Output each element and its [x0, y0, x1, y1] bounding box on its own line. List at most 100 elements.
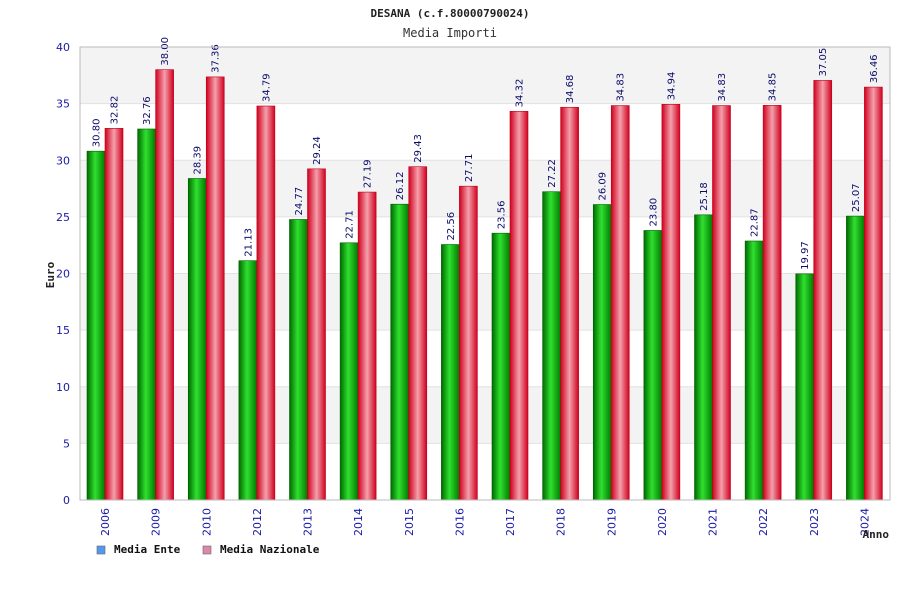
data-label: 24.77 — [294, 187, 305, 216]
bar-media-nazionale-2010 — [205, 76, 225, 501]
bar-media-ente-2010 — [187, 178, 207, 501]
bar-media-ente-2014 — [339, 242, 359, 501]
bar-media-ente-2016 — [441, 244, 460, 501]
y-tick-label: 20 — [56, 268, 70, 281]
x-tick-label: 2022 — [757, 508, 770, 536]
data-label: 25.07 — [851, 183, 862, 212]
bar-media-ente-2012 — [238, 260, 258, 501]
bar-media-ente-2022 — [744, 240, 764, 501]
data-label: 26.09 — [598, 172, 609, 201]
data-label: 23.80 — [648, 198, 659, 227]
data-label: 34.83 — [717, 73, 728, 102]
bar-media-nazionale-2020 — [661, 104, 681, 501]
y-axis-ticks: 0 5 10 15 20 25 30 35 40 — [56, 41, 70, 507]
data-label: 22.56 — [446, 212, 457, 241]
legend-label: Media Nazionale — [220, 543, 320, 556]
bar-media-ente-2021 — [694, 214, 713, 501]
x-axis-label: Anno — [863, 528, 890, 541]
bar-media-ente-2018 — [542, 191, 561, 501]
bar-media-ente-2009 — [137, 128, 156, 501]
data-label: 32.76 — [142, 96, 153, 125]
y-tick-label: 0 — [63, 494, 70, 507]
bar-media-nazionale-2009 — [155, 69, 174, 501]
y-tick-label: 25 — [56, 211, 70, 224]
x-tick-label: 2019 — [605, 508, 618, 536]
data-label: 27.71 — [464, 154, 475, 183]
data-label: 23.56 — [497, 201, 508, 230]
y-tick-label: 5 — [63, 437, 70, 450]
chart-title: DESANA (c.f.80000790024) — [371, 7, 530, 20]
x-tick-label: 2016 — [453, 508, 466, 536]
data-label: 38.00 — [160, 37, 171, 66]
bar-media-nazionale-2022 — [762, 105, 782, 501]
bar-media-ente-2019 — [592, 204, 612, 501]
bar-media-nazionale-2019 — [610, 105, 630, 501]
x-tick-label: 2014 — [352, 508, 365, 536]
y-tick-label: 40 — [56, 41, 70, 54]
bar-media-nazionale-2017 — [509, 111, 529, 501]
bar-media-ente-2024 — [846, 215, 865, 501]
bar-media-nazionale-2013 — [307, 168, 326, 501]
data-label: 26.12 — [395, 172, 406, 201]
bars — [86, 69, 883, 501]
bar-media-ente-2017 — [491, 232, 511, 501]
data-label: 30.80 — [92, 119, 103, 148]
bar-media-nazionale-2012 — [256, 105, 276, 501]
data-label: 19.97 — [800, 241, 811, 270]
x-tick-label: 2006 — [99, 508, 112, 536]
data-label: 34.85 — [768, 73, 779, 102]
data-label: 29.24 — [312, 136, 323, 165]
data-label: 22.87 — [750, 208, 761, 237]
data-label: 34.32 — [515, 79, 526, 108]
bar-media-nazionale-2021 — [712, 105, 731, 501]
chart-subtitle: Media Importi — [403, 26, 497, 40]
x-tick-label: 2013 — [302, 508, 315, 536]
y-tick-label: 15 — [56, 324, 70, 337]
bar-media-ente-2006 — [86, 150, 106, 501]
y-tick-label: 10 — [56, 381, 70, 394]
bar-media-nazionale-2016 — [459, 185, 478, 501]
data-label: 37.36 — [211, 44, 222, 73]
bar-media-ente-2020 — [643, 230, 663, 501]
data-label: 34.94 — [666, 72, 677, 101]
bar-media-nazionale-2023 — [813, 80, 833, 501]
y-tick-label: 30 — [56, 154, 70, 167]
x-tick-label: 2020 — [656, 508, 669, 536]
x-axis-ticks: 2006 2009 2010 2012 2013 2014 2015 2016 2017 2018… — [99, 508, 871, 536]
data-label: 37.05 — [818, 48, 829, 77]
data-label: 29.43 — [413, 134, 424, 163]
bar-media-nazionale-2006 — [104, 128, 124, 501]
x-tick-label: 2021 — [707, 508, 720, 536]
legend-swatch — [202, 545, 212, 555]
data-label: 34.79 — [261, 73, 272, 102]
x-tick-label: 2012 — [251, 508, 264, 536]
data-label: 36.46 — [869, 54, 880, 83]
data-label: 22.71 — [345, 210, 356, 239]
data-label: 27.19 — [363, 159, 374, 188]
data-label: 32.82 — [110, 96, 121, 125]
x-tick-label: 2015 — [403, 508, 416, 536]
data-label: 27.22 — [547, 159, 558, 188]
plot-frame — [79, 46, 891, 501]
data-label: 28.39 — [193, 146, 204, 175]
x-tick-label: 2017 — [504, 508, 517, 536]
x-tick-label: 2010 — [200, 508, 213, 536]
x-tick-label: 2023 — [808, 508, 821, 536]
x-tick-label: 2009 — [150, 508, 163, 536]
legend-swatch — [96, 545, 106, 555]
bar-media-nazionale-2014 — [357, 191, 377, 501]
bar-media-nazionale-2024 — [864, 86, 883, 501]
x-tick-label: 2018 — [555, 508, 568, 536]
data-label: 34.68 — [565, 75, 576, 104]
y-tick-label: 35 — [56, 98, 70, 111]
data-label: 34.83 — [616, 73, 627, 102]
x-tick-label: 2024 — [858, 508, 871, 536]
bar-media-nazionale-2015 — [408, 166, 428, 501]
legend-label: Media Ente — [114, 543, 181, 556]
bar-media-nazionale-2018 — [560, 106, 579, 501]
bar-media-ente-2023 — [795, 273, 815, 501]
data-labels: 30.80 32.82 32.76 38.00 28.39 37.36 21.13 34.79… — [92, 37, 880, 270]
bar-media-ente-2015 — [390, 203, 410, 501]
bar-media-ente-2013 — [289, 219, 308, 501]
